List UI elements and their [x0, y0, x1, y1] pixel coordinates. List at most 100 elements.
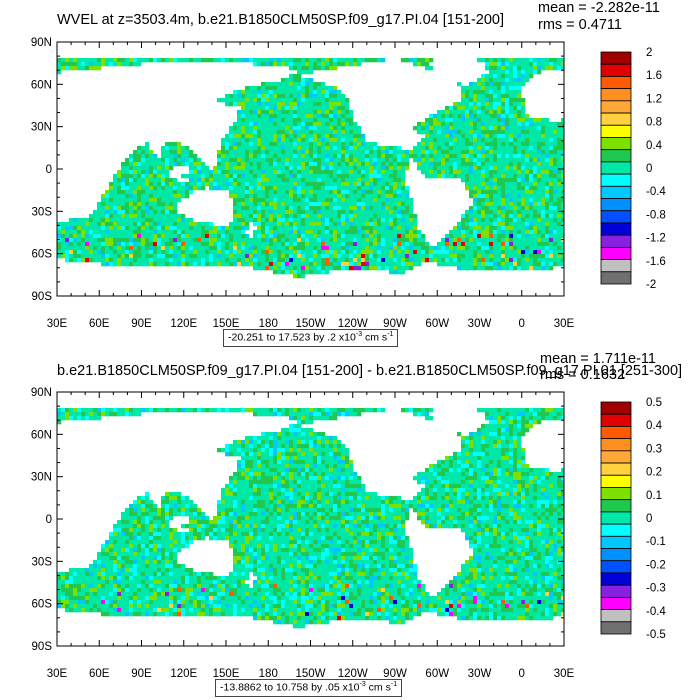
field-cell [381, 262, 386, 267]
field-cell [349, 114, 354, 119]
field-cell [249, 202, 254, 207]
field-cell [509, 146, 514, 151]
field-cell [257, 174, 262, 179]
field-cell [65, 66, 70, 71]
field-cell [233, 190, 238, 195]
field-cell [161, 146, 166, 151]
field-cell [341, 98, 346, 103]
field-cell [357, 174, 362, 179]
field-cell [481, 142, 486, 147]
field-cell [285, 78, 290, 83]
field-cell [73, 62, 78, 67]
field-cell [117, 214, 122, 219]
field-cell [277, 202, 282, 207]
field-cell [273, 82, 278, 87]
field-cell [277, 440, 282, 445]
field-cell [373, 158, 378, 163]
field-cell [393, 202, 398, 207]
field-cell [497, 242, 502, 247]
field-cell [397, 162, 402, 167]
field-cell [413, 62, 418, 67]
field-cell [501, 210, 506, 215]
field-cell [501, 66, 506, 71]
field-cell [397, 254, 402, 259]
field-cell [457, 106, 462, 111]
field-cell [269, 258, 274, 263]
field-cell [497, 58, 502, 63]
field-cell [361, 170, 366, 175]
field-cell [309, 234, 314, 239]
field-cell [441, 238, 446, 243]
field-cell [125, 206, 130, 211]
field-cell [557, 126, 562, 131]
field-cell [233, 158, 238, 163]
field-cell [321, 126, 326, 131]
field-cell [369, 258, 374, 263]
field-cell [341, 186, 346, 191]
field-cell [285, 138, 290, 143]
field-cell [373, 194, 378, 199]
field-cell [121, 242, 126, 247]
field-cell [333, 94, 338, 99]
field-cell [61, 226, 66, 231]
field-cell [197, 408, 202, 413]
field-cell [429, 150, 434, 155]
field-cell [553, 186, 558, 191]
field-cell [509, 166, 514, 171]
field-cell [505, 182, 510, 187]
field-cell [141, 154, 146, 159]
field-cell [153, 206, 158, 211]
field-cell [229, 254, 234, 259]
field-cell [109, 62, 114, 67]
field-cell [289, 82, 294, 87]
field-cell [173, 186, 178, 191]
field-cell [261, 174, 266, 179]
field-cell [245, 408, 250, 413]
field-cell [81, 58, 86, 63]
field-cell [129, 198, 134, 203]
field-cell [353, 246, 358, 251]
field-cell [333, 416, 338, 421]
field-cell [521, 408, 526, 413]
field-cell [497, 126, 502, 131]
field-cell [173, 262, 178, 267]
field-cell [461, 266, 466, 271]
field-cell [529, 170, 534, 175]
field-cell [509, 258, 514, 263]
field-cell [137, 190, 142, 195]
field-cell [309, 408, 314, 413]
field-cell [149, 154, 154, 159]
field-cell [301, 198, 306, 203]
field-cell [209, 254, 214, 259]
field-cell [229, 150, 234, 155]
field-cell [125, 254, 130, 259]
field-cell [385, 190, 390, 195]
field-cell [325, 230, 330, 235]
field-cell [185, 250, 190, 255]
field-cell [321, 158, 326, 163]
field-cell [165, 222, 170, 227]
field-cell [409, 214, 414, 219]
field-cell [385, 234, 390, 239]
field-cell [305, 118, 310, 123]
field-cell [437, 174, 442, 179]
field-cell [201, 170, 206, 175]
field-cell [329, 258, 334, 263]
field-cell [289, 238, 294, 243]
field-cell [281, 142, 286, 147]
field-cell [305, 254, 310, 259]
field-cell [289, 110, 294, 115]
field-cell [469, 214, 474, 219]
field-cell [241, 238, 246, 243]
field-cell [133, 214, 138, 219]
field-cell [365, 218, 370, 223]
field-cell [277, 158, 282, 163]
field-cell [533, 412, 538, 417]
field-cell [273, 94, 278, 99]
field-cell [229, 186, 234, 191]
field-cell [253, 436, 258, 441]
field-cell [425, 146, 430, 151]
field-cell [313, 238, 318, 243]
field-cell [273, 174, 278, 179]
field-cell [77, 412, 82, 417]
